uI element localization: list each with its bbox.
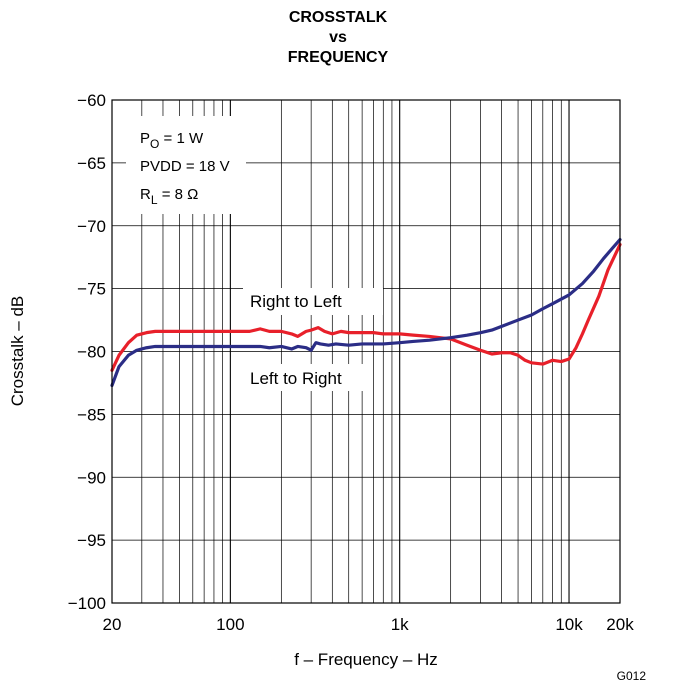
y-tick-label: −75 xyxy=(77,280,106,299)
conditions-box xyxy=(126,116,246,214)
series-line-left-to-right xyxy=(110,237,622,388)
annotation-right-to-left: Right to Left xyxy=(250,292,342,311)
y-tick-label: −85 xyxy=(77,405,106,424)
y-tick-label: −90 xyxy=(77,468,106,487)
series-line-right-to-left xyxy=(110,243,622,372)
chart-title-line-2: vs xyxy=(329,29,347,46)
x-axis-title: f – Frequency – Hz xyxy=(294,650,438,669)
curves xyxy=(110,237,622,388)
y-tick-label: −100 xyxy=(68,594,106,613)
tick-labels: −60 −65 −70 −75 −80 −85 −90 −95 −100 20 100 1k 10k 20… xyxy=(68,91,634,634)
chart-title-line-3: FREQUENCY xyxy=(287,49,389,66)
x-tick-label: 100 xyxy=(216,615,244,634)
plot-frame xyxy=(111,99,621,604)
x-tick-label: 20 xyxy=(103,615,122,634)
figure-code: G012 xyxy=(617,669,647,683)
annotation-bg-left-to-right xyxy=(243,364,369,391)
x-tick-label: 20k xyxy=(606,615,634,634)
condition-pvdd: PVDD = 18 V xyxy=(140,158,230,175)
condition-load: RL = 8 Ω xyxy=(140,186,198,207)
y-tick-label: −70 xyxy=(77,217,106,236)
x-tick-label: 10k xyxy=(555,615,583,634)
y-tick-label: −80 xyxy=(77,343,106,362)
y-tick-label: −65 xyxy=(77,154,106,173)
annotation-left-to-right: Left to Right xyxy=(250,369,342,388)
y-tick-label: −95 xyxy=(77,531,106,550)
y-tick-label: −60 xyxy=(77,91,106,110)
condition-power: PO = 1 W xyxy=(140,130,204,151)
annotation-bg-right-to-left xyxy=(243,288,383,315)
y-axis-title: Crosstalk – dB xyxy=(8,296,27,407)
x-tick-label: 1k xyxy=(391,615,409,634)
chart-title-line-1: CROSSTALK xyxy=(288,9,388,26)
